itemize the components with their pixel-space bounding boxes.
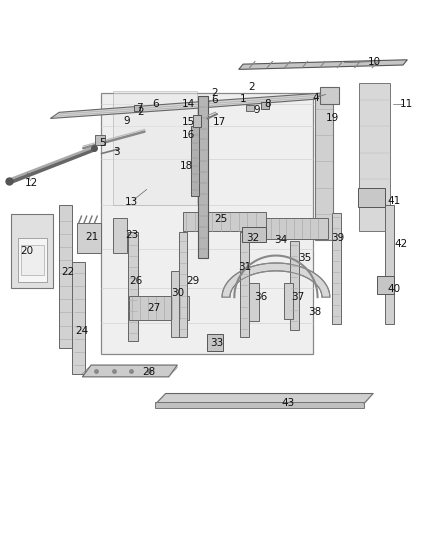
Polygon shape	[377, 276, 394, 294]
Text: 34: 34	[274, 235, 287, 245]
Polygon shape	[290, 241, 299, 330]
Text: 15: 15	[182, 117, 195, 127]
Text: 39: 39	[332, 233, 345, 244]
Polygon shape	[77, 223, 101, 253]
Polygon shape	[315, 93, 333, 240]
Polygon shape	[59, 205, 72, 348]
Polygon shape	[193, 115, 201, 127]
Text: 32: 32	[246, 232, 259, 243]
Polygon shape	[134, 106, 140, 111]
Text: 29: 29	[186, 276, 199, 286]
Polygon shape	[320, 87, 339, 104]
Polygon shape	[82, 365, 177, 377]
Text: 4: 4	[312, 93, 319, 103]
Polygon shape	[240, 232, 249, 336]
Polygon shape	[266, 219, 328, 239]
Polygon shape	[183, 212, 266, 231]
Polygon shape	[95, 135, 105, 145]
Text: 24: 24	[76, 326, 89, 336]
Text: 10: 10	[368, 56, 381, 67]
Polygon shape	[72, 262, 85, 374]
Polygon shape	[385, 205, 394, 324]
Text: 33: 33	[210, 338, 223, 348]
Polygon shape	[155, 393, 373, 404]
Text: 19: 19	[326, 114, 339, 124]
Text: 25: 25	[215, 214, 228, 224]
Polygon shape	[11, 214, 53, 288]
Polygon shape	[332, 213, 341, 324]
Text: 26: 26	[129, 276, 142, 286]
Text: 6: 6	[211, 95, 218, 105]
Polygon shape	[358, 188, 385, 207]
Text: 7: 7	[136, 103, 143, 113]
Text: 31: 31	[239, 262, 252, 271]
Polygon shape	[246, 106, 254, 111]
Polygon shape	[249, 283, 259, 321]
Polygon shape	[113, 219, 127, 253]
Text: 9: 9	[253, 104, 260, 115]
Text: 16: 16	[182, 130, 195, 140]
Text: 9: 9	[124, 116, 131, 126]
Text: 28: 28	[142, 367, 155, 377]
Polygon shape	[113, 91, 197, 205]
Text: 2: 2	[211, 88, 218, 98]
Polygon shape	[50, 101, 210, 118]
Text: 38: 38	[308, 308, 321, 318]
Polygon shape	[101, 93, 313, 354]
Text: 27: 27	[148, 303, 161, 313]
Text: 2: 2	[248, 82, 255, 92]
Text: 17: 17	[212, 117, 226, 127]
Text: 37: 37	[291, 292, 304, 302]
Text: 35: 35	[298, 253, 311, 263]
Text: 3: 3	[113, 147, 120, 157]
Polygon shape	[179, 232, 187, 336]
Polygon shape	[21, 245, 44, 275]
Polygon shape	[18, 238, 47, 282]
Text: 11: 11	[400, 100, 413, 109]
Polygon shape	[239, 60, 407, 69]
Text: 21: 21	[85, 232, 99, 242]
Polygon shape	[191, 126, 199, 197]
Text: 40: 40	[388, 284, 401, 294]
Text: 6: 6	[152, 99, 159, 109]
Polygon shape	[198, 96, 208, 258]
Text: 8: 8	[264, 100, 271, 109]
Polygon shape	[128, 232, 138, 341]
Text: 12: 12	[25, 178, 38, 188]
Polygon shape	[171, 271, 179, 336]
Text: 30: 30	[171, 288, 184, 298]
Polygon shape	[261, 102, 269, 109]
Polygon shape	[242, 227, 266, 243]
Text: 2: 2	[137, 107, 144, 117]
Text: 23: 23	[125, 230, 138, 240]
Text: 20: 20	[21, 246, 34, 256]
Text: 41: 41	[388, 196, 401, 206]
Text: 42: 42	[395, 239, 408, 249]
Text: 14: 14	[182, 100, 195, 109]
Text: 18: 18	[180, 161, 193, 171]
Text: 43: 43	[282, 398, 295, 408]
Polygon shape	[284, 283, 293, 319]
Polygon shape	[207, 334, 223, 351]
Polygon shape	[222, 263, 330, 297]
Text: 13: 13	[125, 197, 138, 207]
Polygon shape	[155, 402, 364, 408]
Text: 5: 5	[99, 138, 106, 148]
Text: 1: 1	[240, 94, 247, 104]
Polygon shape	[129, 296, 189, 320]
Polygon shape	[201, 93, 322, 108]
Text: 22: 22	[61, 266, 74, 277]
Text: 36: 36	[254, 292, 268, 302]
Polygon shape	[359, 83, 390, 231]
